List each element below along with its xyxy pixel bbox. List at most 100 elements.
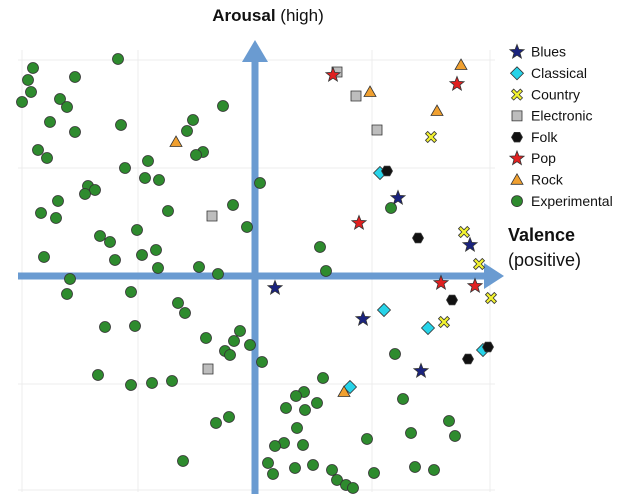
legend: Blues Classical Country Electronic Folk Pop Ro… (508, 43, 613, 209)
point (44, 116, 56, 128)
point (131, 224, 143, 236)
point (457, 225, 471, 239)
point (234, 325, 246, 337)
y-arrowhead (242, 40, 268, 62)
point (61, 288, 73, 300)
point (350, 214, 368, 231)
point (104, 236, 116, 248)
point (454, 58, 468, 70)
legend-label: Experimental (531, 193, 613, 209)
point (361, 433, 373, 445)
point (449, 430, 461, 442)
point (269, 440, 281, 452)
point (297, 439, 309, 451)
legend-marker (509, 66, 525, 81)
point (54, 93, 66, 105)
y-label-main: Arousal (212, 6, 275, 25)
point (278, 437, 290, 449)
point (136, 249, 148, 261)
point (35, 207, 47, 219)
point (169, 135, 183, 147)
point (38, 251, 50, 263)
point (172, 297, 184, 309)
point (69, 71, 81, 83)
legend-marker (508, 149, 526, 166)
point (146, 377, 158, 389)
point (52, 195, 64, 207)
point (210, 417, 222, 429)
legend-marker (508, 43, 526, 60)
point (212, 268, 224, 280)
point (466, 277, 484, 294)
point (89, 184, 101, 196)
point (420, 320, 436, 336)
point (92, 369, 104, 381)
x-arrowhead (484, 263, 504, 289)
point (256, 356, 268, 368)
point (129, 320, 141, 332)
point (241, 221, 253, 233)
legend-label: Rock (531, 172, 564, 188)
point (472, 257, 486, 271)
point (424, 130, 438, 144)
point (280, 402, 292, 414)
point (177, 455, 189, 467)
point (228, 335, 240, 347)
point (22, 74, 34, 86)
point (217, 100, 229, 112)
axes (18, 40, 504, 494)
point (223, 411, 235, 423)
point (371, 124, 383, 136)
x-label-note: (positive) (508, 250, 581, 270)
point (41, 152, 53, 164)
point (109, 254, 121, 266)
point (484, 291, 498, 305)
point (430, 104, 444, 116)
point (437, 315, 451, 329)
point (179, 307, 191, 319)
point (32, 144, 44, 156)
point (290, 390, 302, 402)
point (153, 174, 165, 186)
point (267, 468, 279, 480)
point (162, 205, 174, 217)
point (443, 415, 455, 427)
legend-label: Electronic (531, 108, 592, 124)
point (432, 274, 450, 291)
point (224, 349, 236, 361)
point (446, 294, 458, 306)
point (311, 397, 323, 409)
point (99, 321, 111, 333)
point (152, 262, 164, 274)
legend-label: Pop (531, 150, 556, 166)
legend-label: Classical (531, 65, 587, 81)
point (254, 177, 266, 189)
point (150, 244, 162, 256)
point (428, 464, 440, 476)
point (115, 119, 127, 131)
point (112, 53, 124, 65)
point (25, 86, 37, 98)
point (206, 210, 218, 222)
point (368, 467, 380, 479)
point (291, 422, 303, 434)
x-label-main: Valence (508, 225, 575, 245)
point (448, 75, 466, 92)
point (61, 101, 73, 113)
points (16, 53, 498, 494)
legend-label: Country (531, 86, 580, 102)
point (412, 362, 430, 379)
point (139, 172, 151, 184)
point (227, 199, 239, 211)
point (16, 96, 28, 108)
point (385, 202, 397, 214)
point (324, 66, 342, 83)
legend-label: Blues (531, 44, 566, 60)
point (244, 339, 256, 351)
point (193, 261, 205, 273)
legend-marker (510, 88, 524, 101)
point (326, 464, 338, 476)
y-label-note: (high) (280, 6, 323, 25)
point (412, 232, 424, 244)
